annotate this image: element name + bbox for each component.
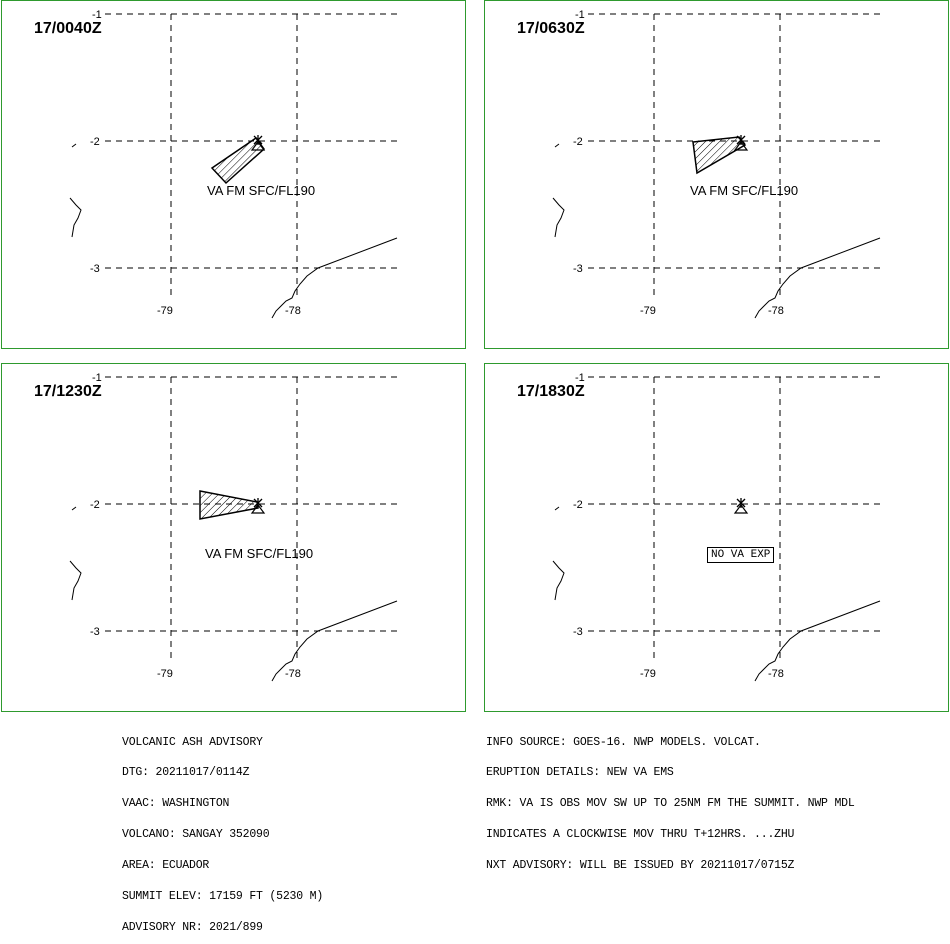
tick-label-lon-right: -78: [768, 668, 784, 680]
tick-label-lat-mid: -2: [90, 136, 100, 148]
forecast-panel-4: 17/1830Z NO VA EXP -1 -2 -3 -79 -78: [484, 363, 949, 712]
coastline: [69, 197, 82, 238]
map-1: [69, 13, 398, 319]
ash-label-3: VA FM SFC/FL190: [205, 546, 314, 561]
advisory-line: SUMMIT ELEV: 17159 FT (5230 M): [122, 890, 324, 904]
forecast-panel-2: 17/0630Z VA FM SFC/FL190 -1 -2 -3 -79 -78: [484, 0, 949, 349]
volcano-marker-icon: [736, 498, 746, 508]
map-3: [69, 376, 398, 682]
advisory-line: DTG: 20211017/0114Z: [122, 766, 250, 780]
tick-label-lat-mid: -2: [573, 136, 583, 148]
ash-label-2: VA FM SFC/FL190: [690, 183, 799, 198]
map-4: [552, 376, 881, 682]
tick-label-lon-right: -78: [285, 305, 301, 317]
panel-time-2: 17/0630Z: [517, 20, 585, 37]
panel-time-4: 17/1830Z: [517, 383, 585, 400]
border-line: [754, 600, 881, 682]
advisory-right: INFO SOURCE: GOES-16. NWP MODELS. VOLCAT…: [486, 717, 855, 882]
tick-label-lat-bot: -3: [573, 626, 583, 638]
border-line: [754, 237, 881, 319]
tick-label-lat-top: -1: [92, 372, 102, 384]
tick-label-lat-top: -1: [575, 9, 585, 21]
advisory-line: AREA: ECUADOR: [122, 859, 210, 873]
coast-fragment: [71, 506, 77, 511]
no-va-exp-box: NO VA EXP: [707, 547, 775, 563]
forecast-panel-1: 17/0040Z VA FM SFC/FL190 -1 -2 -3 -79 -78: [1, 0, 466, 349]
tick-label-lon-left: -79: [640, 305, 656, 317]
ash-cloud-area: [692, 136, 747, 175]
ash-cloud-area: [199, 490, 259, 520]
panel-time-3: 17/1230Z: [34, 383, 102, 400]
tick-label-lat-bot: -3: [90, 626, 100, 638]
coastline: [552, 197, 565, 238]
advisory-line: NXT ADVISORY: WILL BE ISSUED BY 20211017…: [486, 859, 795, 873]
advisory-line: RMK: VA IS OBS MOV SW UP TO 25NM FM THE …: [486, 797, 855, 811]
tick-label-lon-left: -79: [640, 668, 656, 680]
advisory-line: VOLCANO: SANGAY 352090: [122, 828, 270, 842]
tick-label-lon-left: -79: [157, 668, 173, 680]
advisory-line: VOLCANIC ASH ADVISORY: [122, 735, 263, 749]
map-2: [552, 13, 881, 319]
coast-fragment: [554, 143, 560, 148]
tick-label-lon-right: -78: [285, 668, 301, 680]
coast-fragment: [71, 143, 77, 148]
advisory-line: ERUPTION DETAILS: NEW VA EMS: [486, 766, 674, 780]
tick-label-lon-left: -79: [157, 305, 173, 317]
panel-time-1: 17/0040Z: [34, 20, 102, 37]
tick-label-lon-right: -78: [768, 305, 784, 317]
volcano-icon: [733, 504, 749, 514]
coastline: [69, 560, 82, 601]
advisory-line: ADVISORY NR: 2021/899: [122, 920, 263, 934]
tick-label-lat-mid: -2: [573, 499, 583, 511]
border-line: [271, 600, 398, 682]
tick-label-lat-bot: -3: [90, 263, 100, 275]
tick-label-lat-mid: -2: [90, 499, 100, 511]
advisory-left: VOLCANIC ASH ADVISORY DTG: 20211017/0114…: [122, 717, 323, 944]
advisory-line: VAAC: WASHINGTON: [122, 797, 230, 811]
advisory-line: INFO SOURCE: GOES-16. NWP MODELS. VOLCAT…: [486, 735, 761, 749]
tick-label-lat-bot: -3: [573, 263, 583, 275]
coastline: [552, 560, 565, 601]
coast-fragment: [554, 506, 560, 511]
tick-label-lat-top: -1: [92, 9, 102, 21]
ash-cloud-area: [210, 136, 266, 185]
border-line: [271, 237, 398, 319]
forecast-panel-3: 17/1230Z VA FM SFC/FL190 -1 -2 -3 -79 -78: [1, 363, 466, 712]
tick-label-lat-top: -1: [575, 372, 585, 384]
advisory-line: INDICATES A CLOCKWISE MOV THRU T+12HRS. …: [486, 828, 795, 842]
ash-label-1: VA FM SFC/FL190: [207, 183, 316, 198]
